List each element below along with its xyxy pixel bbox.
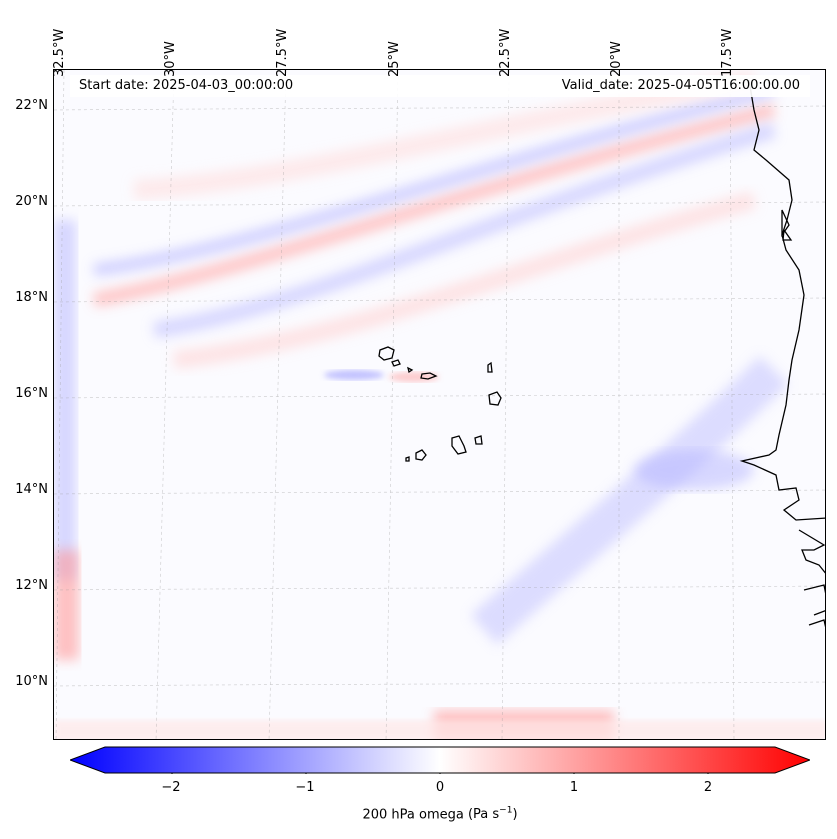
colorbar — [70, 746, 810, 774]
longitude-label: 30°W — [163, 41, 178, 77]
longitude-label: 20°W — [609, 41, 624, 77]
map-panel — [53, 69, 826, 740]
latitude-label: 10°N — [15, 674, 48, 689]
colorbar-variable: 200 hPa omega — [362, 807, 464, 823]
latitude-label: 14°N — [15, 482, 48, 497]
valid-date-label: Valid_date: 2025-04-05T16:00:00.00 — [561, 78, 800, 93]
colorbar-tick-label: −1 — [295, 780, 315, 795]
colorbar-tick-label: 1 — [569, 780, 579, 795]
longitude-label: 25°W — [387, 41, 402, 77]
latitude-label: 18°N — [15, 290, 48, 305]
omega-field — [54, 70, 825, 739]
latitude-label: 20°N — [15, 194, 48, 209]
colorbar-tick-label: 0 — [435, 780, 445, 795]
map-canvas — [54, 70, 825, 739]
latitude-label: 12°N — [15, 578, 48, 593]
colorbar-tick-label: 2 — [703, 780, 713, 795]
gridlines — [54, 70, 825, 739]
colorbar-label: 200 hPa omega (Pa s−1) — [0, 806, 837, 822]
longitude-label: 17.5°W — [720, 28, 735, 77]
colorbar-gradient — [70, 746, 810, 774]
latitude-label: 16°N — [15, 386, 48, 401]
coastline — [739, 79, 825, 628]
longitude-label: 32.5°W — [52, 28, 67, 77]
colorbar-tick-label: −2 — [161, 780, 181, 795]
longitude-label: 22.5°W — [498, 28, 513, 77]
latitude-label: 22°N — [15, 98, 48, 113]
longitude-label: 27.5°W — [275, 28, 290, 77]
cape-verde-islands — [378, 346, 502, 462]
header-background — [70, 75, 810, 97]
start-date-label: Start date: 2025-04-03_00:00:00 — [79, 78, 294, 93]
colorbar-unit: (Pa s−1) — [467, 806, 518, 823]
